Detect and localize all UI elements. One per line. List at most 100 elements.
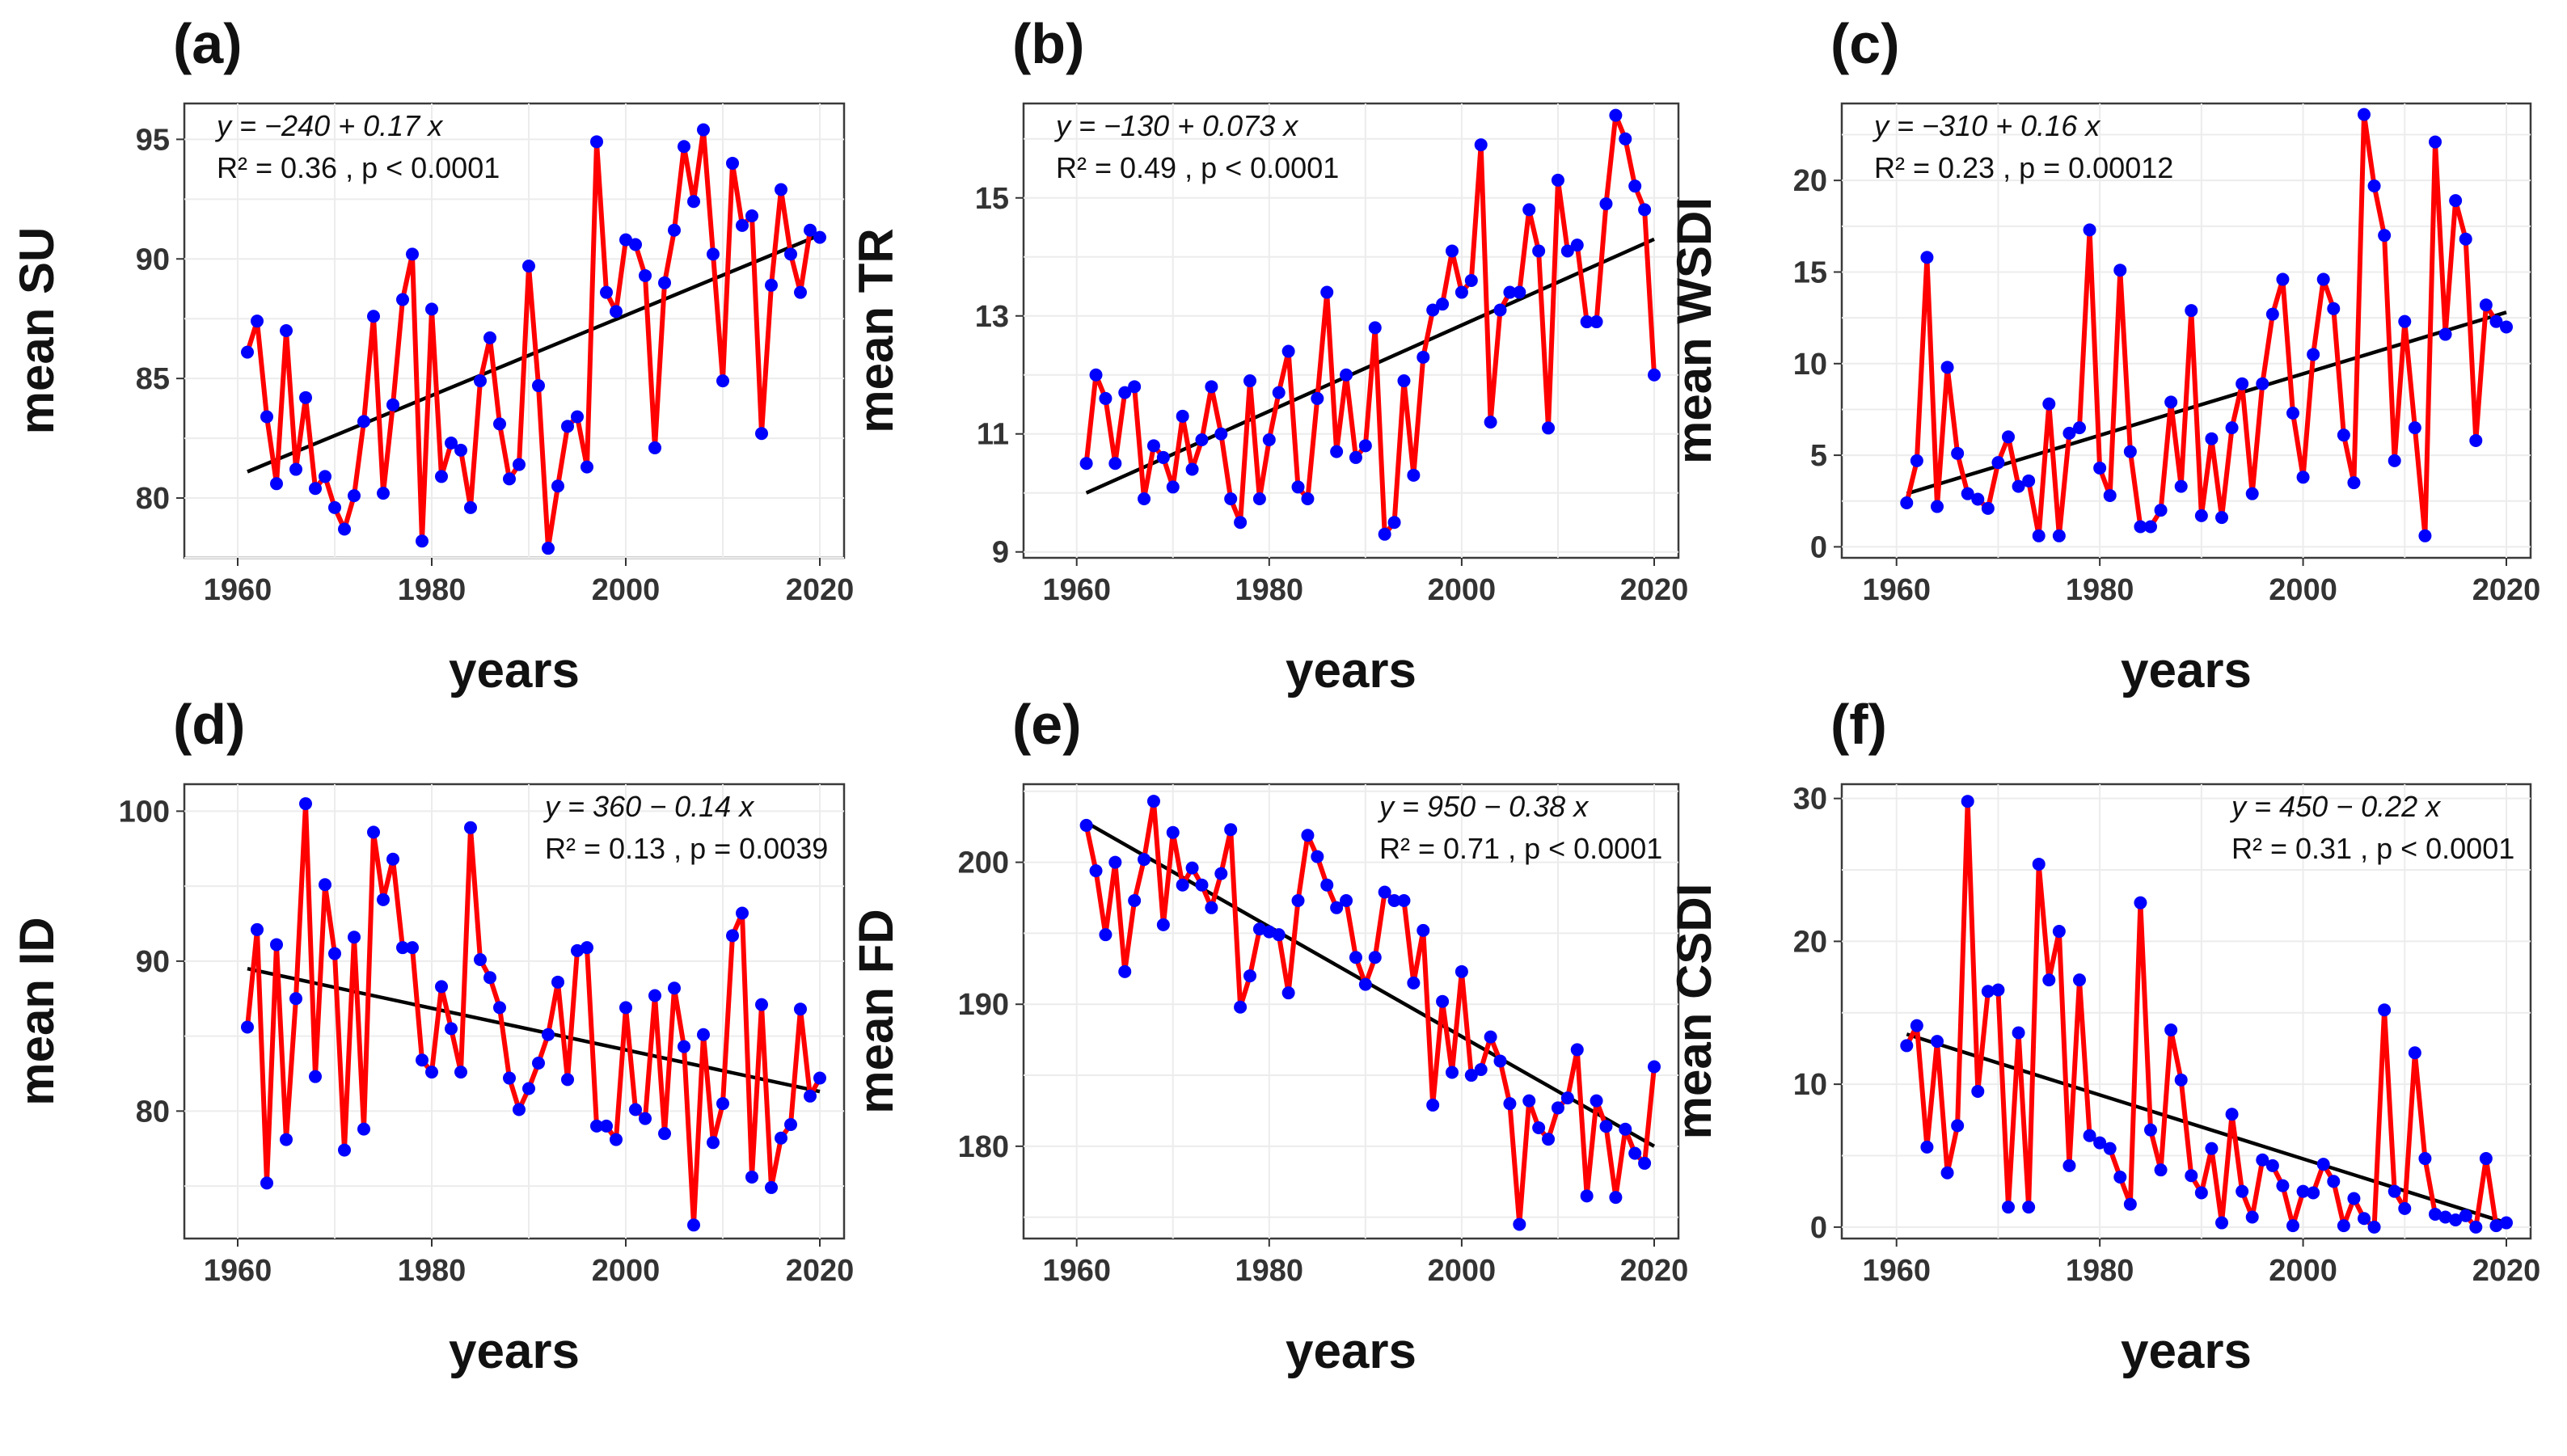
data-point: [1648, 368, 1661, 382]
data-point: [2093, 461, 2107, 475]
data-point: [1464, 273, 1478, 287]
x-tick-label: 2000: [592, 573, 661, 607]
data-point: [522, 260, 535, 273]
y-tick-label: 95: [136, 123, 170, 157]
y-tick-label: 15: [1793, 255, 1827, 289]
data-point: [445, 437, 458, 450]
data-point: [2042, 973, 2056, 987]
data-point: [2113, 264, 2127, 277]
y-tick-label: 11: [977, 418, 1009, 452]
data-point: [1991, 456, 2005, 470]
data-point: [1609, 108, 1623, 122]
data-point: [2449, 194, 2463, 208]
data-point: [610, 305, 623, 319]
data-point: [2429, 135, 2442, 149]
data-point: [1951, 446, 1965, 460]
data-point: [2408, 421, 2421, 435]
panel-label: (e): [1012, 693, 1082, 756]
data-point: [1089, 864, 1103, 878]
data-point: [1320, 878, 1334, 892]
x-axis-title: years: [449, 643, 580, 698]
y-axis-title: mean FD: [849, 909, 903, 1113]
y-tick-label: 13: [975, 300, 1009, 334]
data-point: [1234, 1000, 1248, 1014]
data-point: [1195, 433, 1209, 447]
data-point: [2358, 108, 2371, 121]
data-point: [813, 1071, 826, 1085]
data-point: [270, 477, 283, 491]
data-point: [804, 223, 817, 237]
data-point: [1311, 391, 1324, 405]
panel-a: 1960 1980 2000 2020 80 85 90 95 (a) years mean SU y…: [10, 12, 854, 698]
x-tick-label: 2020: [2472, 573, 2541, 607]
data-point: [1224, 492, 1238, 506]
data-point: [2134, 896, 2147, 909]
data-point: [2032, 857, 2046, 871]
data-point: [377, 487, 390, 500]
x-tick-label: 2000: [592, 1254, 661, 1288]
data-point: [2367, 1220, 2381, 1234]
data-point: [1416, 923, 1430, 937]
y-axis-title: mean SU: [10, 227, 64, 435]
data-point: [1426, 303, 1440, 317]
x-tick-label: 1960: [204, 573, 272, 607]
data-point: [1108, 855, 1122, 869]
data-point: [600, 285, 613, 299]
y-axis-title: mean ID: [10, 917, 64, 1105]
data-point: [2469, 1220, 2483, 1234]
data-point: [1570, 238, 1584, 252]
data-point: [687, 1218, 700, 1232]
data-point: [2144, 520, 2157, 534]
data-point: [1532, 1121, 1546, 1135]
data-point: [406, 941, 419, 955]
data-point: [328, 947, 341, 960]
data-point: [1991, 983, 2005, 997]
data-point: [648, 441, 661, 454]
data-point: [1281, 344, 1295, 358]
data-point: [716, 1097, 729, 1111]
y-tick-label: 90: [136, 243, 170, 276]
data-point: [2347, 1192, 2361, 1205]
data-point: [416, 534, 429, 548]
data-point: [1156, 918, 1170, 931]
y-tick-label: 10: [1793, 1068, 1827, 1102]
data-point: [2418, 529, 2432, 542]
data-point: [1609, 1191, 1623, 1205]
x-tick-label: 2020: [2472, 1254, 2541, 1288]
data-point: [241, 345, 254, 359]
data-point: [2479, 298, 2493, 312]
data-point: [386, 398, 399, 411]
data-point: [474, 374, 487, 388]
data-point: [406, 247, 419, 261]
data-point: [2002, 430, 2015, 444]
data-point: [2378, 229, 2392, 243]
data-point: [2215, 1216, 2228, 1230]
x-tick-label: 1980: [2066, 1254, 2134, 1288]
data-point: [1291, 480, 1305, 494]
data-point: [1454, 285, 1468, 299]
y-tick-label: 100: [119, 795, 170, 829]
data-point: [2296, 471, 2310, 484]
data-point: [2337, 1219, 2350, 1233]
data-point: [639, 268, 652, 282]
data-point: [1407, 976, 1421, 990]
x-tick-label: 2000: [1428, 573, 1497, 607]
data-point: [1910, 454, 1923, 467]
data-point: [1560, 244, 1574, 258]
data-point: [1224, 823, 1238, 837]
data-point: [2215, 511, 2228, 525]
data-point: [1146, 439, 1160, 453]
data-point: [513, 458, 526, 471]
data-point: [367, 825, 380, 839]
x-tick-label: 2020: [786, 1254, 855, 1288]
data-point: [367, 310, 380, 323]
data-point: [1619, 1122, 1632, 1136]
data-point: [1330, 445, 1344, 458]
data-point: [454, 1066, 467, 1079]
data-point: [2022, 1201, 2036, 1214]
data-point: [2194, 509, 2208, 522]
data-point: [1185, 861, 1199, 875]
data-point: [2205, 432, 2219, 445]
data-point: [309, 1070, 322, 1083]
data-point: [2459, 232, 2472, 246]
